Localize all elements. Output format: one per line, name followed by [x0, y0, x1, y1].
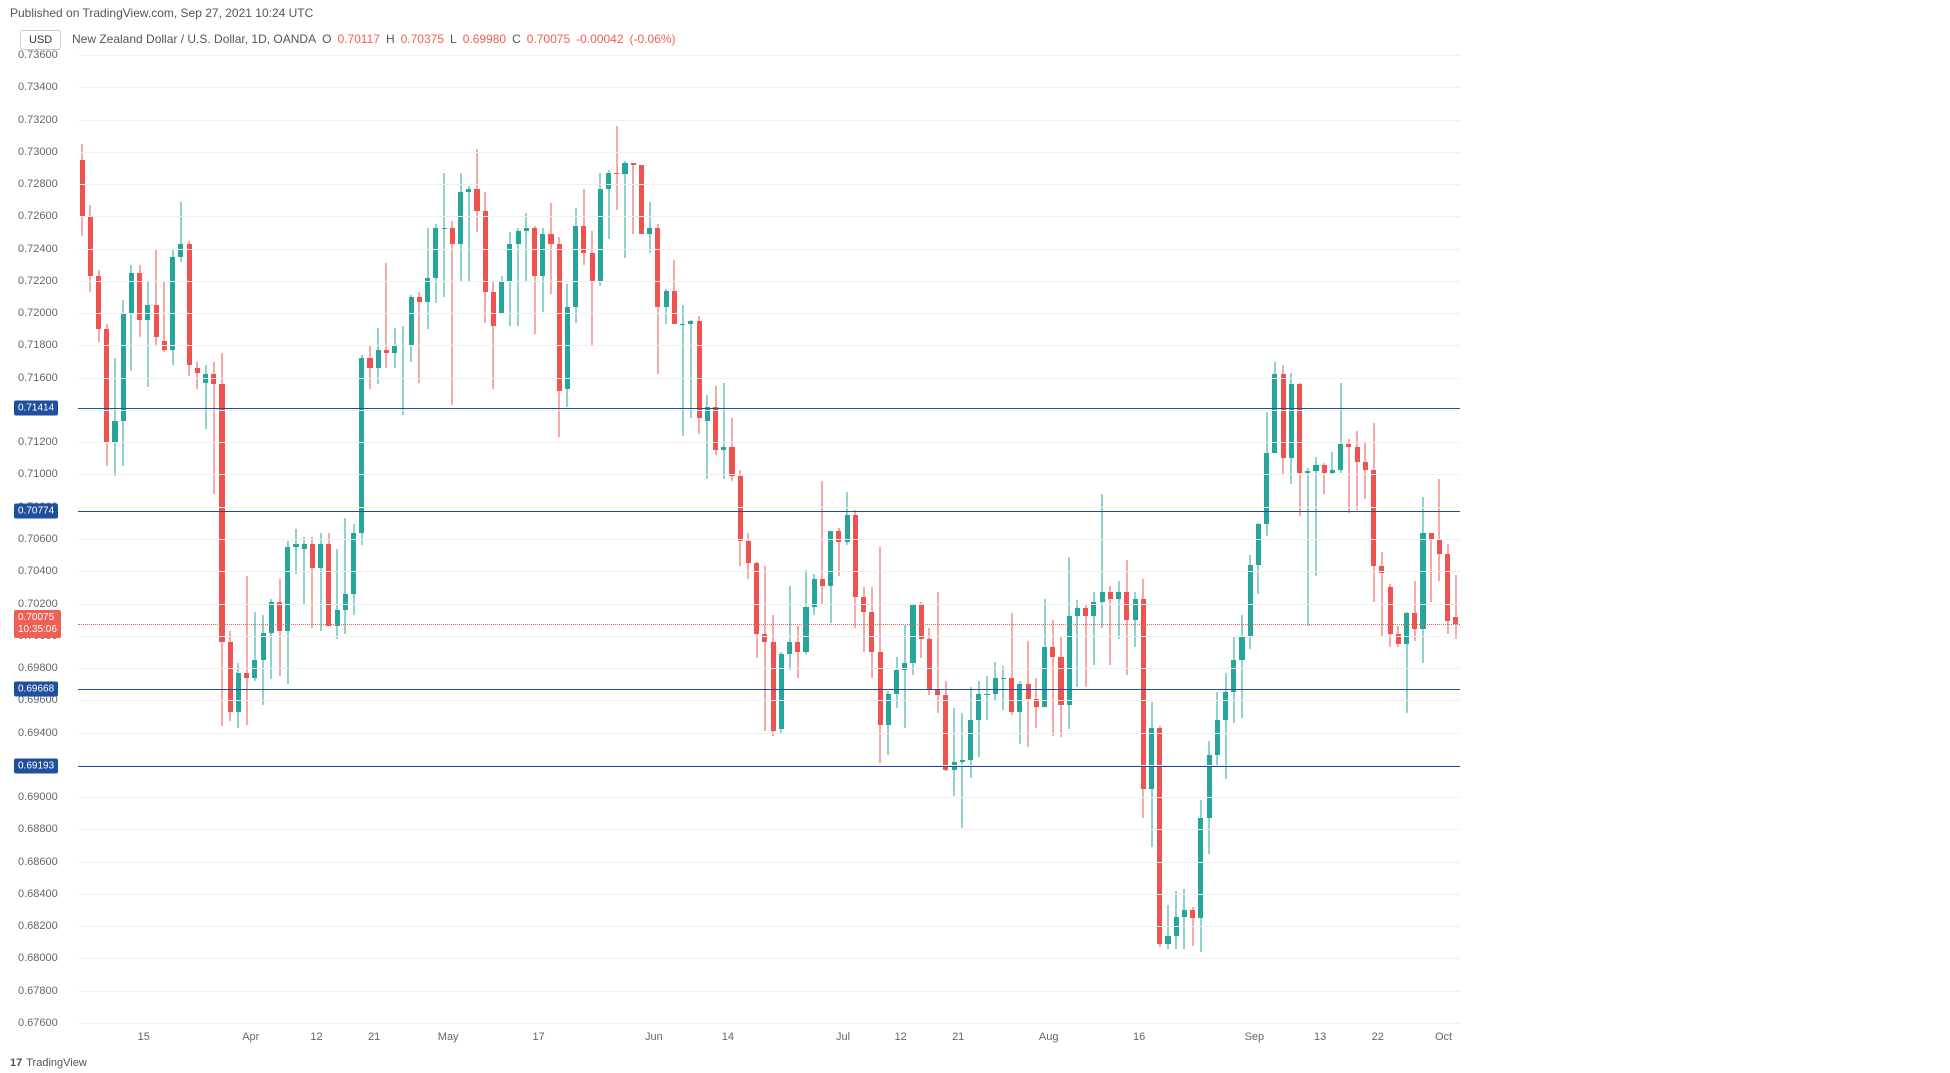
symbol-name[interactable]: New Zealand Dollar / U.S. Dollar, 1D, OA…	[72, 32, 316, 46]
x-tick-label: 15	[138, 1031, 150, 1043]
logo-icon: 17	[10, 1057, 22, 1069]
y-tick-label: 0.68200	[18, 920, 58, 932]
x-tick-label: 21	[952, 1031, 964, 1043]
y-tick-label: 0.70600	[18, 533, 58, 545]
y-tick-label: 0.70200	[18, 598, 58, 610]
y-tick-label: 0.70400	[18, 565, 58, 577]
y-tick-label: 0.73200	[18, 114, 58, 126]
c-label: C	[512, 32, 521, 46]
high-value: 0.70375	[401, 32, 444, 46]
symbol-info-bar: New Zealand Dollar / U.S. Dollar, 1D, OA…	[72, 32, 676, 46]
y-tick-label: 0.67800	[18, 985, 58, 997]
x-tick-label: 12	[310, 1031, 322, 1043]
y-tick-label: 0.73600	[18, 49, 58, 61]
current-price-label[interactable]: 0.7007510:35:06	[14, 610, 61, 638]
x-tick-label: 16	[1133, 1031, 1145, 1043]
x-tick-label: 17	[533, 1031, 545, 1043]
logo-text: TradingView	[26, 1057, 87, 1069]
x-tick-label: Apr	[242, 1031, 259, 1043]
low-value: 0.69980	[463, 32, 506, 46]
h-label: H	[386, 32, 395, 46]
price-line-label[interactable]: 0.69193	[14, 758, 58, 773]
publish-header: Published on TradingView.com, Sep 27, 20…	[10, 6, 313, 20]
x-axis[interactable]: 15 Apr 12 21 May 17 Jun 14 Jul 12 21 Aug 16 Sep 13 22 Oc…	[78, 1031, 1460, 1051]
open-value: 0.70117	[337, 32, 380, 46]
y-tick-label: 0.72400	[18, 243, 58, 255]
y-tick-label: 0.68800	[18, 823, 58, 835]
tradingview-logo[interactable]: 17 TradingView	[10, 1057, 87, 1069]
y-tick-label: 0.68000	[18, 952, 58, 964]
y-tick-label: 0.71600	[18, 372, 58, 384]
x-tick-label: Jun	[645, 1031, 663, 1043]
y-tick-label: 0.72800	[18, 178, 58, 190]
y-tick-label: 0.69800	[18, 662, 58, 674]
y-tick-label: 0.72000	[18, 307, 58, 319]
x-tick-label: Jul	[836, 1031, 850, 1043]
y-tick-label: 0.69000	[18, 791, 58, 803]
y-tick-label: 0.68400	[18, 888, 58, 900]
price-line-label[interactable]: 0.71414	[14, 400, 58, 415]
y-tick-label: 0.73000	[18, 146, 58, 158]
x-tick-label: 13	[1314, 1031, 1326, 1043]
x-tick-label: May	[438, 1031, 459, 1043]
y-tick-label: 0.71200	[18, 436, 58, 448]
x-tick-label: Aug	[1039, 1031, 1059, 1043]
y-tick-label: 0.72600	[18, 210, 58, 222]
y-tick-label: 0.68600	[18, 856, 58, 868]
x-tick-label: 14	[722, 1031, 734, 1043]
change-value: -0.00042	[576, 32, 623, 46]
y-axis[interactable]: 0.676000.678000.680000.682000.684000.686…	[0, 55, 78, 1023]
y-tick-label: 0.72200	[18, 275, 58, 287]
x-tick-label: 12	[894, 1031, 906, 1043]
y-tick-label: 0.69400	[18, 727, 58, 739]
x-tick-label: 21	[368, 1031, 380, 1043]
o-label: O	[322, 32, 331, 46]
price-line-label[interactable]: 0.69668	[14, 682, 58, 697]
change-pct: (-0.06%)	[630, 32, 676, 46]
x-tick-label: Oct	[1435, 1031, 1452, 1043]
y-tick-label: 0.73400	[18, 81, 58, 93]
y-tick-label: 0.67600	[18, 1017, 58, 1029]
x-tick-label: Sep	[1245, 1031, 1265, 1043]
x-tick-label: 22	[1372, 1031, 1384, 1043]
y-tick-label: 0.71800	[18, 339, 58, 351]
price-line-label[interactable]: 0.70774	[14, 503, 58, 518]
close-value: 0.70075	[527, 32, 570, 46]
y-tick-label: 0.71000	[18, 468, 58, 480]
currency-selector[interactable]: USD	[20, 30, 61, 50]
l-label: L	[450, 32, 457, 46]
